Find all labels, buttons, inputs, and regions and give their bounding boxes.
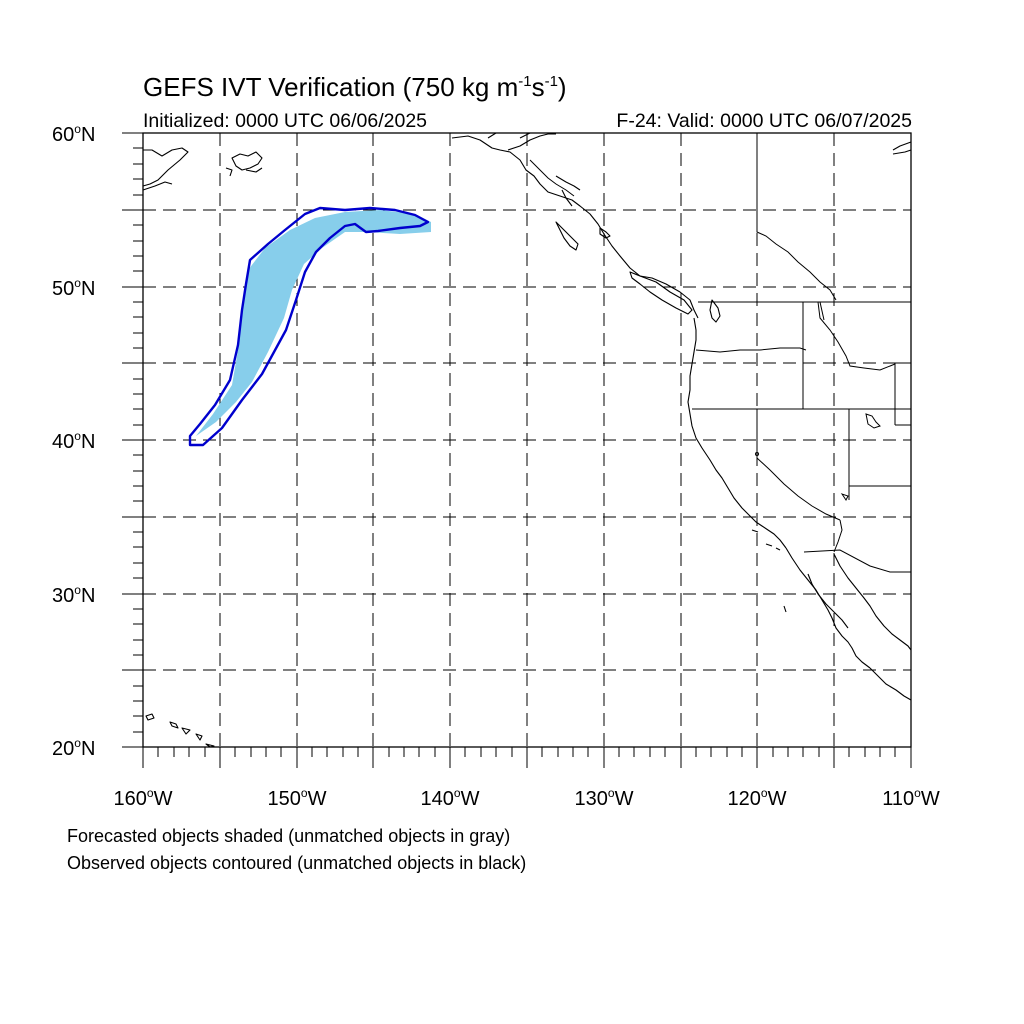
- observed-footnote: Observed objects contoured (unmatched ob…: [67, 853, 527, 873]
- title-end: ): [557, 72, 567, 102]
- grid-lines: [143, 133, 911, 747]
- map-title: GEFS IVT Verification (750 kg m-1s-1): [143, 72, 567, 103]
- forecast-footnote: Forecasted objects shaded (unmatched obj…: [67, 826, 511, 846]
- lat-label-60n: 60oN: [52, 122, 96, 146]
- observed-ivt-contour: [188, 206, 430, 447]
- lon-label-110w: 110oW: [882, 786, 940, 810]
- axis-ticks: [122, 132, 912, 768]
- lat-label-40n: 40oN: [52, 429, 96, 453]
- lat-label-30n: 30oN: [52, 583, 96, 607]
- lon-label-160w: 160oW: [113, 786, 173, 810]
- map-frame: [142, 132, 912, 748]
- political-borders: [529, 133, 911, 573]
- title-exponent-1: -1: [518, 73, 532, 90]
- title-mid: s: [531, 72, 545, 102]
- lon-label-130w: 130oW: [574, 786, 634, 810]
- init-time-label: Initialized: 0000 UTC 06/06/2025: [143, 110, 428, 132]
- coastlines: [142, 132, 912, 748]
- lon-label-150w: 150oW: [267, 786, 327, 810]
- title-main: GEFS IVT Verification (750 kg m: [143, 72, 519, 102]
- forecast-ivt-object: [196, 210, 431, 436]
- valid-time-label: F-24: Valid: 0000 UTC 06/07/2025: [616, 110, 912, 132]
- lon-label-120w: 120oW: [727, 786, 787, 810]
- title-exponent-2: -1: [544, 73, 558, 90]
- lat-label-50n: 50oN: [52, 276, 96, 300]
- lat-label-20n: 20oN: [52, 736, 96, 760]
- lon-label-140w: 140oW: [420, 786, 480, 810]
